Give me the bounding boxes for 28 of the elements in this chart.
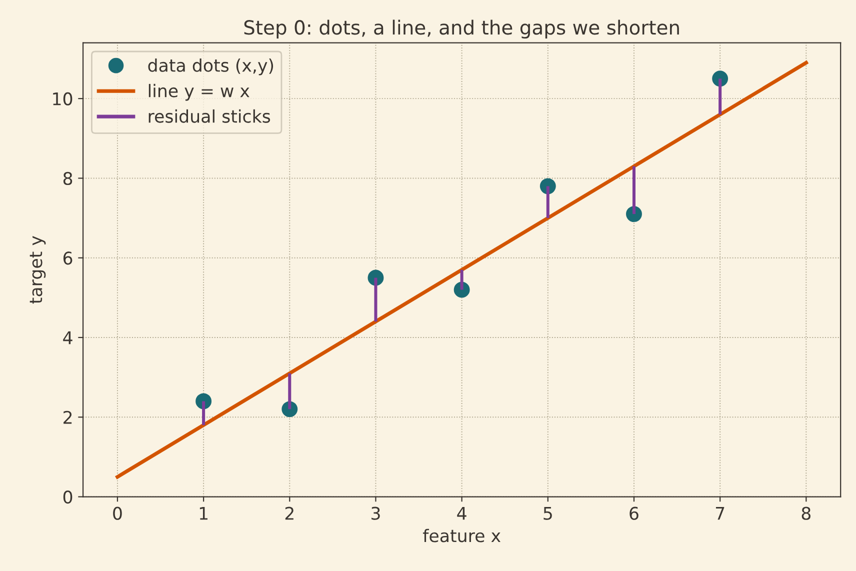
x-tick-label: 3	[372, 506, 380, 520]
y-tick-label: 4	[63, 331, 72, 344]
y-tick-label: 2	[64, 410, 72, 424]
legend-label: line y = w x	[148, 84, 250, 101]
x-tick-label: 0	[113, 506, 122, 520]
x-axis-title: feature x	[422, 528, 500, 542]
bar	[202, 401, 206, 426]
x-tick-label: 1	[200, 507, 208, 520]
y-tick-label: 6	[63, 252, 72, 265]
x-tick-label: 2	[285, 506, 294, 520]
x-tick-label: 5	[544, 507, 552, 520]
bar	[546, 186, 550, 218]
x-tick-label: 7	[716, 507, 724, 520]
bar	[718, 78, 722, 114]
y-tick-label: 8	[63, 172, 72, 186]
y-tick-label: 10	[53, 92, 72, 106]
legend-label: residual sticks	[148, 109, 270, 123]
x-tick-label: 6	[630, 506, 638, 520]
bar	[632, 166, 636, 214]
y-tick-label: 0	[63, 490, 72, 504]
x-tick-label: 8	[802, 506, 810, 520]
legend-label: data dots (x,y)	[148, 58, 274, 76]
bar	[460, 270, 464, 290]
chart-title: Step 0: dots, a line, and the gaps we shorten	[244, 20, 679, 39]
y-axis-title: target y	[30, 236, 46, 304]
bar	[374, 278, 378, 322]
x-tick-label: 4	[457, 507, 466, 520]
bar	[288, 373, 292, 410]
